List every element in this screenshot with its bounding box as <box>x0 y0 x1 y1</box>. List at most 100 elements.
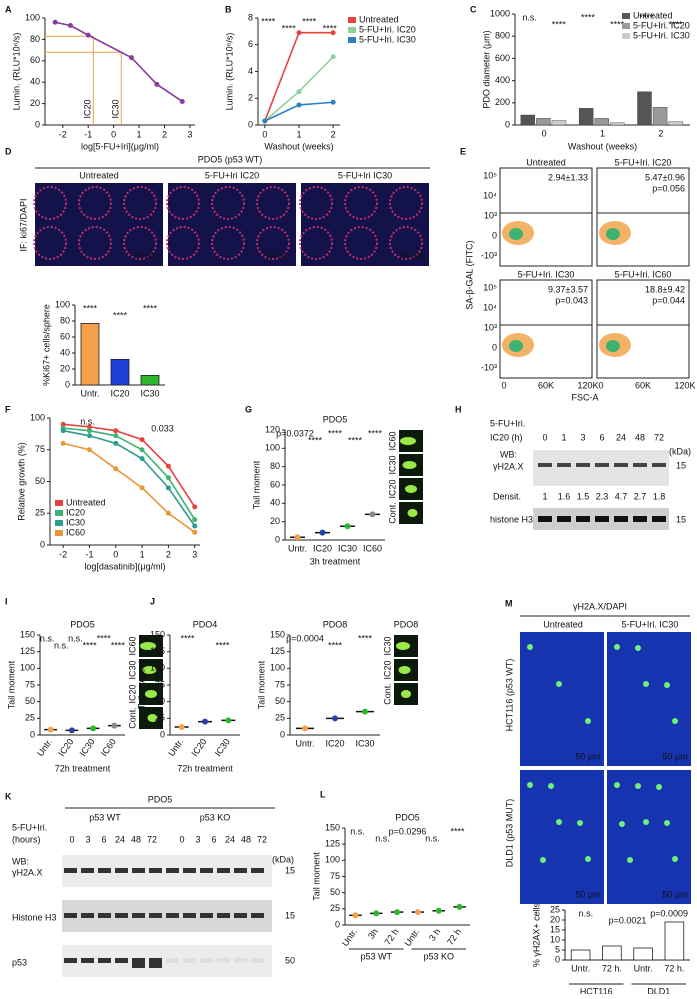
time-label: 24 <box>616 432 626 442</box>
band <box>81 868 94 873</box>
band <box>652 463 666 467</box>
y-tick-label: 0 <box>492 342 497 352</box>
series-line <box>55 21 183 103</box>
kda: (kDa) <box>669 446 691 456</box>
panel-letter: M <box>505 598 513 608</box>
time-label: 3 <box>580 432 585 442</box>
time-label: 1 <box>561 432 566 442</box>
flow-plot <box>499 167 593 267</box>
x-tick-label: IC20 <box>189 737 208 758</box>
organoid <box>389 186 423 220</box>
annotation: p=0.0296 <box>389 826 427 836</box>
band <box>98 868 111 873</box>
x-tick-label: 72 h <box>382 927 400 947</box>
annotation: n.s. <box>80 416 95 426</box>
point <box>296 89 302 95</box>
dose: IC20 (h) <box>490 432 523 442</box>
point <box>179 98 185 104</box>
organoid <box>123 186 157 220</box>
legend-swatch <box>622 23 630 29</box>
gel-label: IC30 <box>382 636 392 655</box>
annotation: **** <box>348 435 363 445</box>
band <box>132 958 145 968</box>
point <box>456 903 463 910</box>
annotation: **** <box>323 23 338 33</box>
panel-letter: F <box>5 404 11 414</box>
series-line <box>264 31 334 122</box>
y-tick-label: 100 <box>30 412 45 422</box>
band <box>538 516 552 522</box>
y-tick-label: 120 <box>265 424 280 434</box>
bar <box>570 949 591 961</box>
legend-swatch <box>622 33 630 39</box>
column-label: 5-FU+Iri IC20 <box>205 170 259 180</box>
column-label: Untreated <box>79 170 119 180</box>
y-tick-label: 200 <box>495 97 510 107</box>
x-tick-label: IC30 <box>78 737 97 758</box>
foci <box>627 857 633 863</box>
comet <box>142 666 157 674</box>
comet <box>407 509 418 517</box>
x-tick-label: IC20 <box>325 738 344 748</box>
y-axis-label: Tail moment <box>311 852 321 901</box>
foci <box>585 718 591 724</box>
time-label: 72 <box>257 834 267 844</box>
bar <box>633 947 653 961</box>
density-core <box>606 228 620 240</box>
y-tick-label: 15 <box>550 924 560 934</box>
scale-label: 50 μm <box>575 751 600 761</box>
foci <box>527 644 533 650</box>
time-label: 48 <box>635 432 645 442</box>
legend-swatch <box>348 27 356 33</box>
y-tick-label: 80 <box>30 34 40 44</box>
reference-line <box>45 35 94 125</box>
x-tick-label: 3 h <box>427 927 442 943</box>
comet <box>396 642 410 650</box>
y-tick-label: 4 <box>248 66 253 76</box>
y-tick-label: 0 <box>40 539 45 549</box>
gel-label: IC20 <box>127 684 137 703</box>
y-tick-label: 10³ <box>484 322 497 332</box>
comet <box>400 437 416 445</box>
point <box>52 19 58 25</box>
annotation: **** <box>668 19 683 29</box>
point <box>225 717 232 724</box>
group-label: HCT116 <box>580 986 613 994</box>
marker: 15 <box>285 865 295 875</box>
organoid <box>211 226 245 260</box>
point <box>86 447 92 453</box>
point <box>296 30 302 36</box>
point <box>128 55 134 61</box>
annotation: **** <box>302 16 317 26</box>
band <box>217 958 230 963</box>
foci <box>664 682 670 688</box>
legend-swatch <box>55 530 63 536</box>
point <box>330 99 336 105</box>
annotation: **** <box>552 19 567 29</box>
band <box>633 463 647 467</box>
densitometry: 2.7 <box>634 491 647 501</box>
bar <box>610 122 625 126</box>
row-label: DLD1 (p53 MUT) <box>504 799 514 868</box>
point <box>60 428 66 434</box>
legend-label: 5-FU+Iri. IC20 <box>359 24 416 34</box>
y-tick-label: 80 <box>60 315 70 325</box>
band <box>251 958 264 963</box>
y-axis-label: Lumin. (RLU*10⁶/s) <box>224 33 234 111</box>
foci <box>556 681 562 687</box>
scale-label: 50 μm <box>267 250 292 260</box>
x-tick-label: 0 <box>111 129 116 139</box>
column-label: Untreated <box>543 619 583 629</box>
title: PDO5 <box>148 794 173 804</box>
y-tick-label: 0 <box>275 534 280 544</box>
legend-label: 5-FU+Iri. IC30 <box>633 30 690 40</box>
y-tick-label: 40 <box>270 498 280 508</box>
comet <box>145 690 157 698</box>
p-value: p=0.043 <box>555 295 588 305</box>
title: γH2A.X/DAPI <box>573 601 627 611</box>
marker: 15 <box>676 514 686 524</box>
point <box>192 529 198 535</box>
y-tick-label: 40 <box>30 77 40 87</box>
gel-label: IC60 <box>127 636 137 655</box>
y-tick-label: 25 <box>25 713 35 723</box>
